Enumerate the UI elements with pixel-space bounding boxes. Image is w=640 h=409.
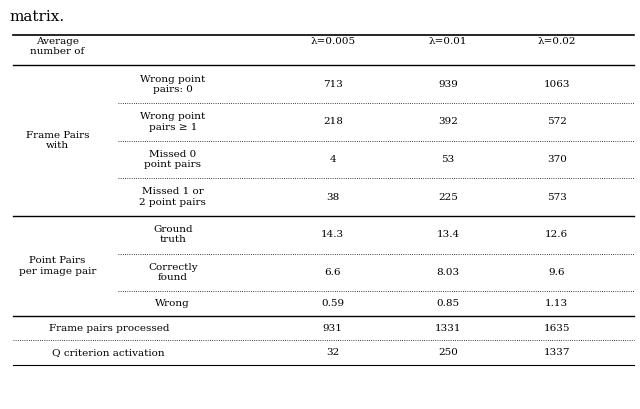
Text: 1337: 1337 [543,348,570,357]
Text: 1.13: 1.13 [545,299,568,308]
Text: Wrong: Wrong [156,299,190,308]
Text: 0.85: 0.85 [436,299,460,308]
Text: Q criterion activation: Q criterion activation [52,348,165,357]
Text: Wrong point
pairs: 0: Wrong point pairs: 0 [140,74,205,94]
Text: Missed 1 or
2 point pairs: Missed 1 or 2 point pairs [140,187,206,207]
Text: 1331: 1331 [435,324,461,333]
Text: 0.59: 0.59 [321,299,344,308]
Text: 392: 392 [438,117,458,126]
Text: λ=0.01: λ=0.01 [429,37,467,46]
Text: 4: 4 [330,155,336,164]
Text: 218: 218 [323,117,343,126]
Text: Frame Pairs
with: Frame Pairs with [26,131,90,151]
Text: 9.6: 9.6 [548,268,565,277]
Text: 931: 931 [323,324,343,333]
Text: Wrong point
pairs ≥ 1: Wrong point pairs ≥ 1 [140,112,205,132]
Text: 573: 573 [547,193,567,202]
Text: 1063: 1063 [543,80,570,89]
Text: Frame pairs processed: Frame pairs processed [49,324,169,333]
Text: 225: 225 [438,193,458,202]
Text: 38: 38 [326,193,339,202]
Text: 572: 572 [547,117,567,126]
Text: 32: 32 [326,348,339,357]
Text: matrix.: matrix. [10,10,65,24]
Text: 370: 370 [547,155,567,164]
Text: 13.4: 13.4 [436,230,460,239]
Text: 12.6: 12.6 [545,230,568,239]
Text: 14.3: 14.3 [321,230,344,239]
Text: Correctly
found: Correctly found [148,263,198,282]
Text: 1635: 1635 [543,324,570,333]
Text: 6.6: 6.6 [324,268,341,277]
Text: Point Pairs
per image pair: Point Pairs per image pair [19,256,96,276]
Text: 8.03: 8.03 [436,268,460,277]
Text: 939: 939 [438,80,458,89]
Text: 250: 250 [438,348,458,357]
Text: λ=0.005: λ=0.005 [310,37,355,46]
Text: 53: 53 [442,155,454,164]
Text: Missed 0
point pairs: Missed 0 point pairs [144,150,202,169]
Text: Average
number of: Average number of [31,37,84,56]
Text: 713: 713 [323,80,343,89]
Text: λ=0.02: λ=0.02 [538,37,576,46]
Text: Ground
truth: Ground truth [153,225,193,245]
